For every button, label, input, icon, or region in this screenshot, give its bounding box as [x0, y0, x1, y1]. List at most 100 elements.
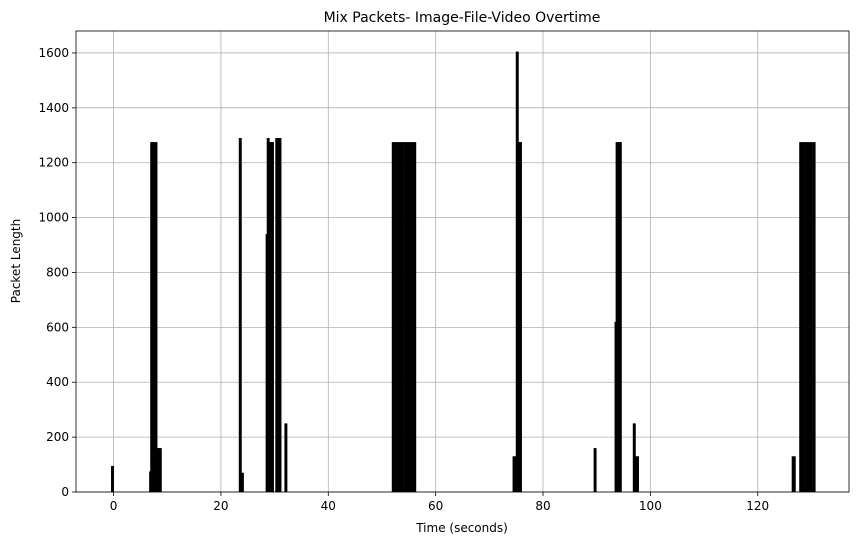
bar — [614, 321, 617, 492]
x-tick-label: 80 — [535, 499, 550, 513]
bar — [412, 142, 415, 493]
bar — [268, 142, 271, 493]
x-tick-label: 100 — [639, 499, 662, 513]
bar — [154, 142, 157, 493]
bar — [800, 142, 803, 493]
bar — [266, 138, 269, 492]
bar — [391, 142, 394, 493]
bar — [111, 465, 113, 492]
bar — [513, 456, 516, 492]
bar — [411, 142, 413, 493]
bar — [269, 142, 272, 493]
bar — [802, 142, 805, 493]
bar — [285, 423, 288, 492]
bar — [804, 142, 806, 493]
bar — [512, 456, 515, 492]
bar — [617, 142, 620, 493]
bar — [396, 142, 399, 493]
x-tick-label: 0 — [110, 499, 118, 513]
bar — [616, 142, 619, 493]
bar — [275, 138, 278, 492]
bar — [633, 423, 636, 492]
y-tick-label: 1000 — [38, 211, 69, 225]
bar — [242, 472, 244, 492]
bar — [156, 448, 159, 492]
bar — [239, 138, 242, 492]
grid — [76, 31, 849, 493]
bar — [409, 142, 412, 493]
bar — [805, 142, 808, 493]
bar — [634, 456, 637, 492]
bar — [277, 138, 280, 492]
axes: 0 20 40 60 80 100 1200200400600800100012001400… — [38, 30, 850, 513]
bar — [593, 448, 596, 492]
bar — [632, 423, 635, 492]
bar — [238, 138, 241, 492]
bar — [517, 142, 520, 493]
bar — [267, 138, 270, 492]
bar — [401, 142, 404, 493]
bar — [399, 142, 402, 493]
bar — [393, 142, 396, 493]
bar — [153, 142, 156, 493]
x-tick-label: 120 — [746, 499, 769, 513]
bar — [619, 142, 622, 493]
bar — [284, 423, 287, 492]
y-tick-label: 400 — [46, 375, 69, 389]
bar — [637, 456, 639, 492]
bar — [157, 448, 160, 492]
bar — [159, 448, 162, 492]
bar — [807, 142, 810, 493]
bar — [792, 456, 795, 492]
bar — [112, 465, 114, 492]
y-tick-label: 200 — [46, 430, 69, 444]
bar — [808, 142, 811, 493]
bar — [158, 448, 161, 492]
bar — [810, 142, 813, 493]
bar — [515, 51, 518, 493]
plot-frame — [75, 30, 850, 493]
bar — [398, 142, 401, 493]
bar — [150, 142, 153, 493]
y-axis-label: Packet Length — [9, 219, 23, 303]
bar — [414, 142, 417, 493]
bar — [403, 142, 405, 493]
bar — [265, 234, 268, 493]
bar — [155, 142, 158, 493]
bar — [636, 456, 638, 492]
bar — [404, 142, 407, 493]
bar — [799, 142, 802, 493]
y-tick-label: 1200 — [38, 156, 69, 170]
y-tick-label: 800 — [46, 265, 69, 279]
bar — [812, 142, 814, 493]
bar — [518, 142, 521, 493]
bar — [152, 142, 155, 493]
y-tick-label: 600 — [46, 320, 69, 334]
bars — [111, 51, 816, 493]
y-tick-label: 1600 — [38, 46, 69, 60]
bar — [407, 142, 410, 493]
bar — [276, 138, 279, 492]
x-axis-label: Time (seconds) — [415, 521, 508, 535]
bar — [514, 456, 517, 492]
chart-title: Mix Packets- Image-File-Video Overtime — [324, 10, 601, 26]
x-tick-label: 60 — [428, 499, 443, 513]
bar — [394, 142, 397, 493]
bar — [793, 456, 796, 492]
bar — [278, 138, 281, 492]
bar — [151, 142, 154, 493]
x-tick-label: 20 — [213, 499, 228, 513]
x-tick-label: 40 — [321, 499, 336, 513]
bar — [272, 142, 274, 493]
bar — [618, 142, 621, 493]
bar — [240, 472, 243, 492]
bar — [615, 142, 618, 493]
bar — [520, 142, 522, 493]
bar — [270, 142, 273, 493]
bar — [516, 51, 519, 493]
bar — [149, 471, 152, 492]
bar — [594, 448, 597, 492]
bar — [279, 138, 282, 492]
